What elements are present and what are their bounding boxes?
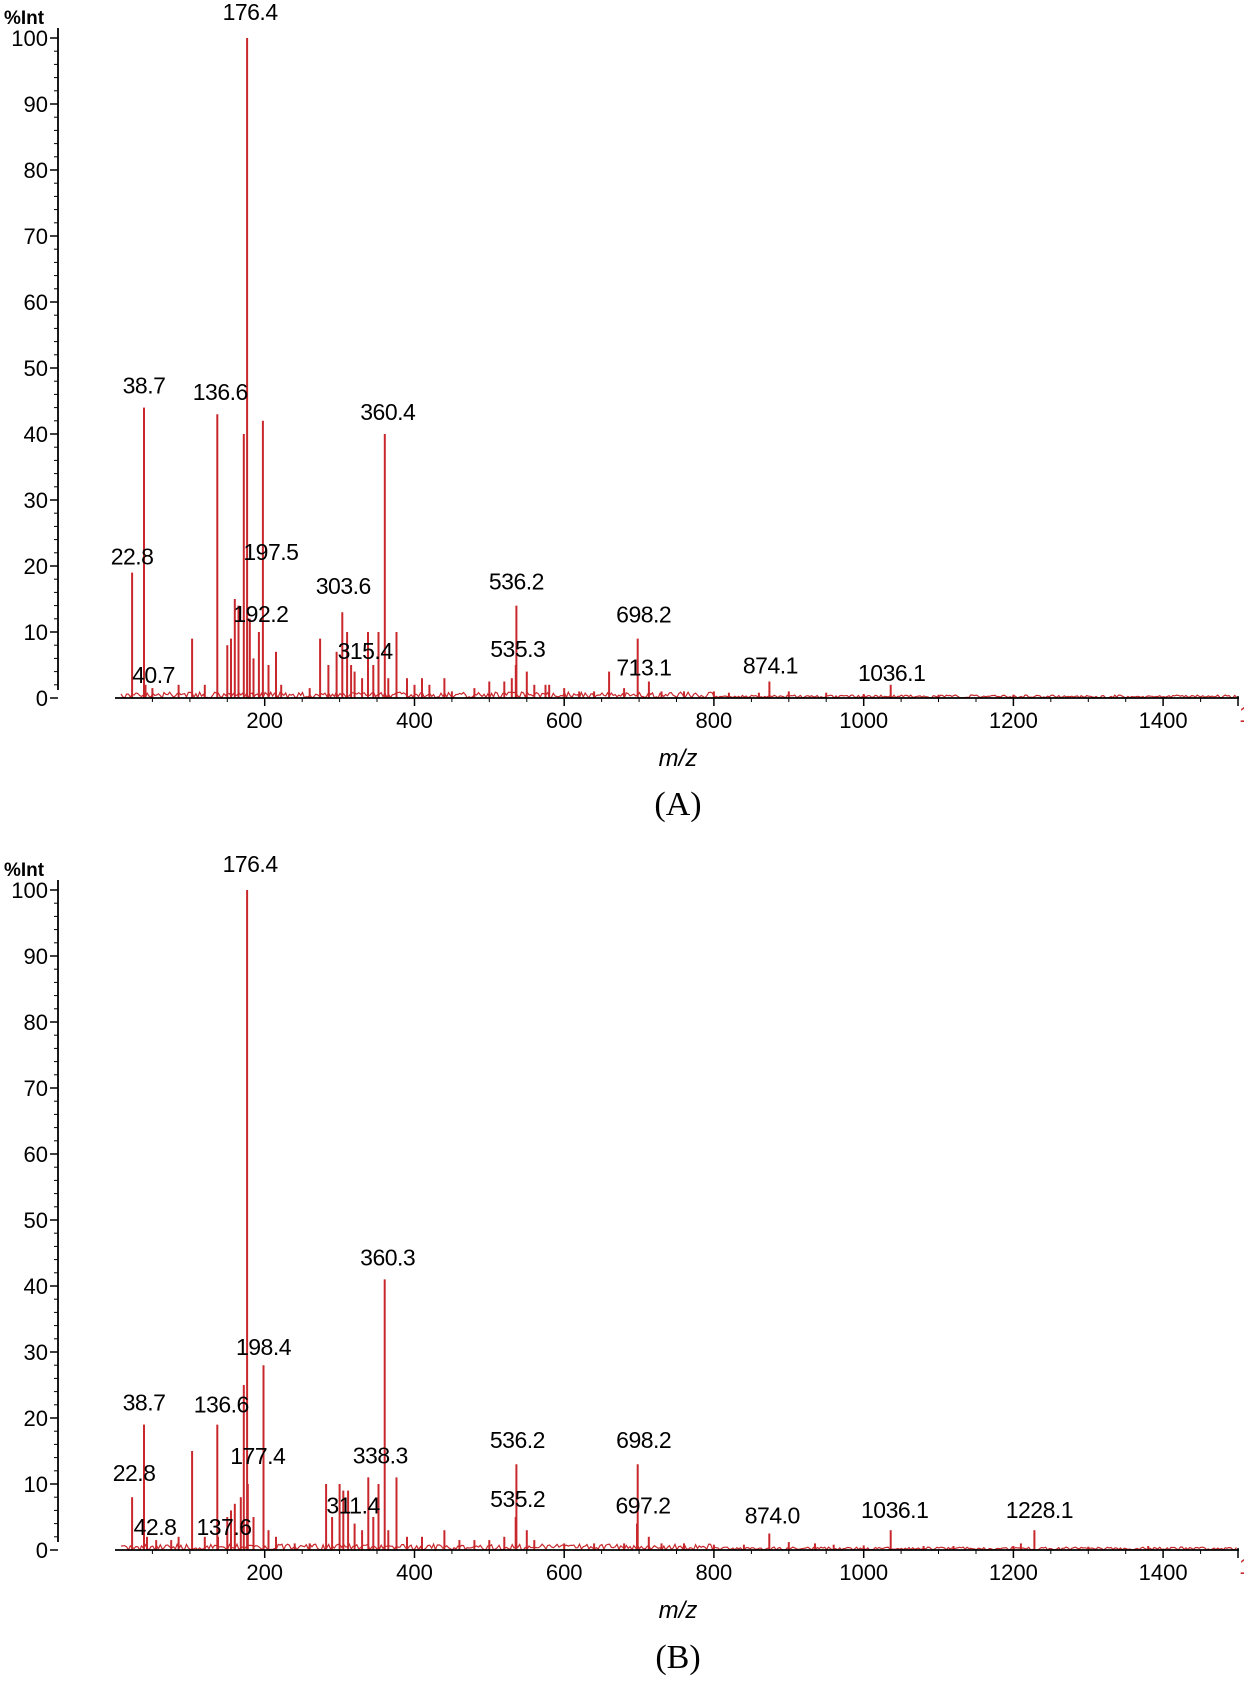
x-tick-label: 1000: [839, 708, 888, 733]
y-axis-label: %Int: [4, 8, 45, 29]
peak-label: 38.7: [123, 1390, 166, 1416]
x-tick-label: 1400: [1139, 1560, 1188, 1585]
panel-caption: (A): [654, 786, 701, 823]
peak-label: 874.1: [743, 653, 798, 679]
x-tick-label: 1200: [989, 1560, 1038, 1585]
y-tick-label: 100: [11, 878, 48, 903]
peak-label: 303.6: [316, 573, 371, 599]
y-tick-label: 60: [24, 1142, 48, 1167]
x-tick-label: 200: [246, 1560, 283, 1585]
peak-label: 874.0: [745, 1503, 800, 1529]
x-tick-label: 800: [696, 1560, 733, 1585]
peak-label: 176.4: [223, 0, 279, 25]
y-tick-label: 50: [24, 1208, 48, 1233]
x-axis-label: m/z: [659, 745, 698, 772]
peak-label: 1228.1: [1006, 1497, 1073, 1523]
baseline-noise: [120, 1542, 1237, 1552]
baseline-noise: [120, 690, 1237, 700]
peak-label: 311.4: [326, 1493, 380, 1519]
x-tick-label: 1400: [1139, 708, 1188, 733]
peak-label: 697.2: [615, 1493, 670, 1519]
peak-label: 198.4: [236, 1334, 292, 1360]
peak-label: 38.7: [123, 373, 166, 399]
y-tick-label: 30: [24, 1340, 48, 1365]
y-tick-label: 80: [24, 1010, 48, 1035]
y-tick-label: 30: [24, 488, 48, 513]
x-axis-label: m/z: [659, 1597, 698, 1624]
peak-label: 698.2: [616, 1427, 671, 1453]
peak-label: 40.7: [132, 662, 175, 688]
y-tick-label: 0: [36, 1538, 48, 1563]
peak-label: 360.3: [360, 1244, 415, 1270]
peak-label: 22.8: [111, 544, 154, 570]
peak-label: 22.8: [113, 1460, 156, 1486]
x-tick-label: 200: [246, 708, 283, 733]
peak-label: 338.3: [353, 1442, 408, 1468]
y-tick-label: 40: [24, 1274, 48, 1299]
y-tick-label: 70: [24, 224, 48, 249]
x-tick-label: 800: [696, 708, 733, 733]
y-tick-label: 10: [24, 620, 48, 645]
peak-label: 197.5: [243, 539, 298, 565]
x-tick-label: 400: [396, 1560, 433, 1585]
y-tick-label: 50: [24, 356, 48, 381]
y-axis-label: %Int: [4, 860, 45, 881]
x-tick-label: 600: [546, 1560, 583, 1585]
peak-label: 176.4: [223, 851, 279, 877]
y-tick-label: 10: [24, 1472, 48, 1497]
peak-label: 137.6: [196, 1514, 251, 1540]
peak-label: 1036.1: [861, 1497, 928, 1523]
x-tick-label: 600: [546, 708, 583, 733]
y-tick-label: 60: [24, 290, 48, 315]
y-tick-label: 40: [24, 422, 48, 447]
y-tick-label: 100: [11, 26, 48, 51]
peak-label: 360.4: [360, 399, 416, 425]
y-tick-label: 0: [36, 686, 48, 711]
x-axis-edge-mark: 1: [1239, 702, 1244, 727]
peak-label: 136.6: [193, 379, 248, 405]
peak-label: 535.3: [490, 636, 545, 662]
peak-label: 315.4: [338, 638, 394, 664]
peak-label: 192.2: [233, 601, 288, 627]
peak-label: 713.1: [616, 655, 671, 681]
y-tick-label: 20: [24, 1406, 48, 1431]
peak-label: 42.8: [134, 1514, 177, 1540]
peak-label: 535.2: [490, 1486, 545, 1512]
peak-label: 177.4: [230, 1443, 286, 1469]
peak-label: 536.2: [489, 569, 544, 595]
peak-label: 1036.1: [858, 660, 925, 686]
y-tick-label: 90: [24, 944, 48, 969]
panel-caption: (B): [655, 1639, 700, 1676]
x-tick-label: 400: [396, 708, 433, 733]
x-tick-label: 1200: [989, 708, 1038, 733]
peak-label: 136.6: [194, 1392, 249, 1418]
y-tick-label: 20: [24, 554, 48, 579]
peak-label: 698.2: [616, 602, 671, 628]
peak-label: 536.2: [490, 1427, 545, 1453]
y-tick-label: 90: [24, 92, 48, 117]
y-tick-label: 70: [24, 1076, 48, 1101]
x-tick-label: 1000: [839, 1560, 888, 1585]
y-tick-label: 80: [24, 158, 48, 183]
x-axis-edge-mark: 1: [1239, 1554, 1244, 1579]
